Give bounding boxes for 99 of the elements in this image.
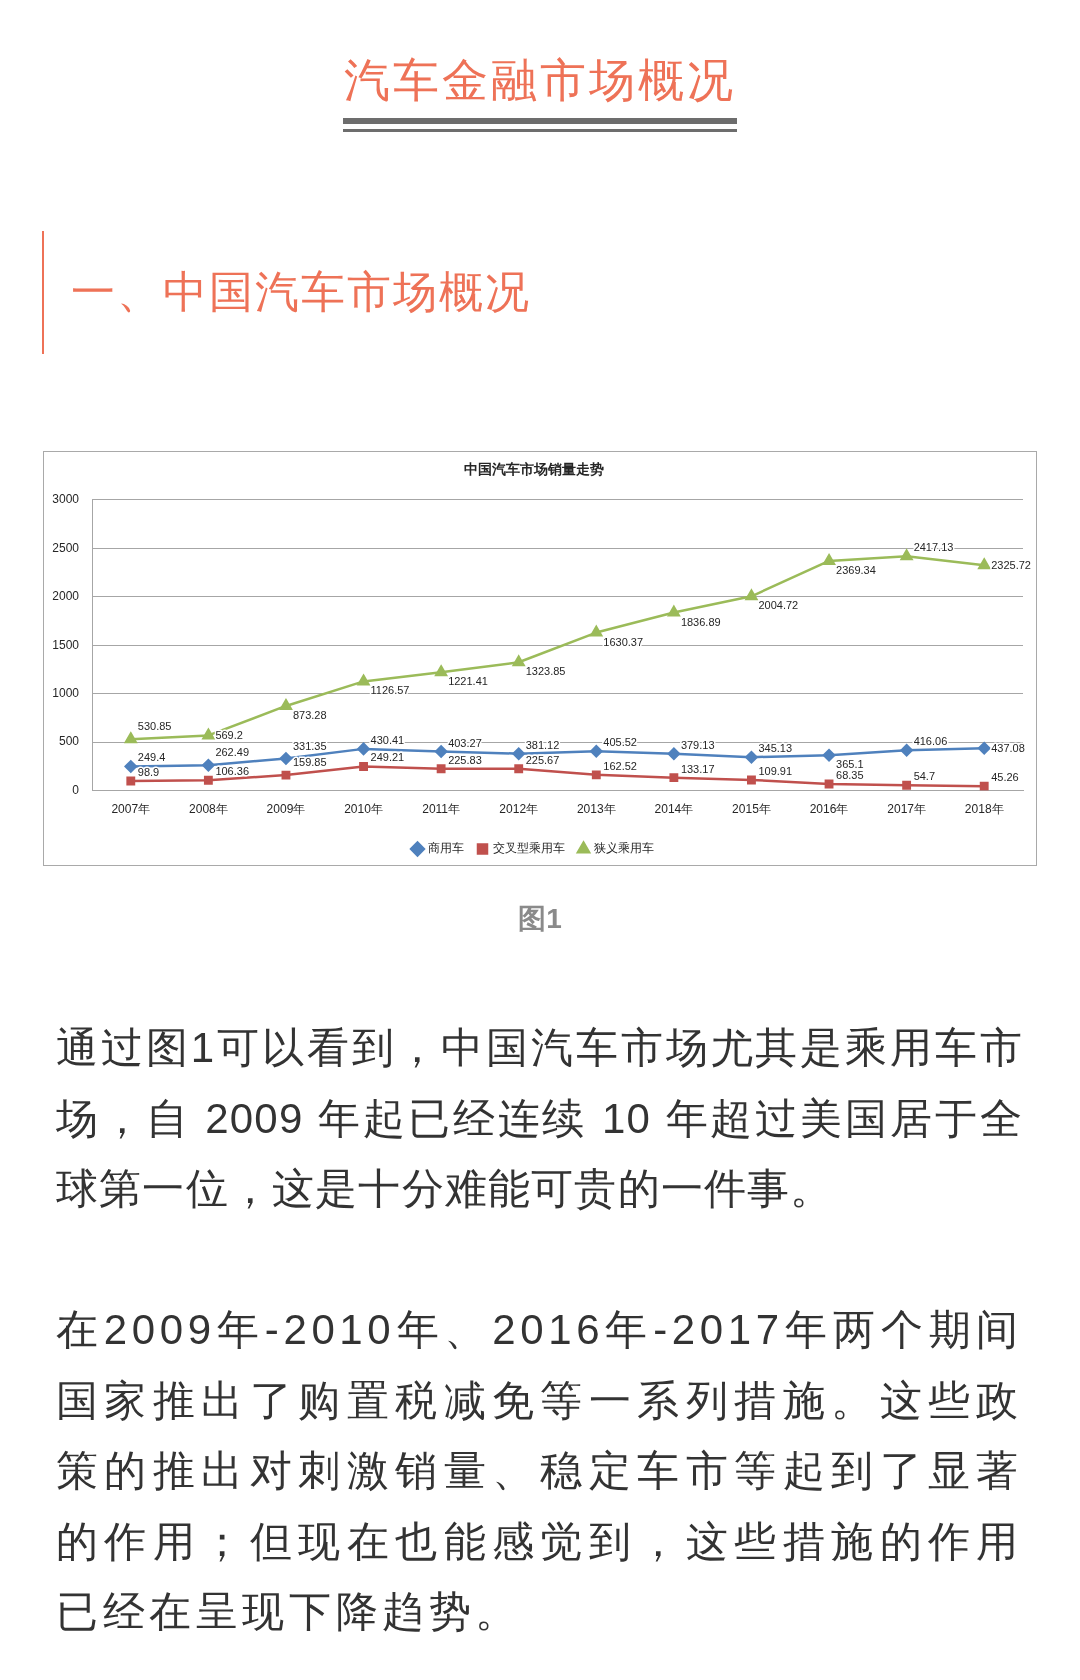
point bbox=[900, 549, 913, 561]
data-label: 331.35 bbox=[292, 739, 327, 752]
point bbox=[667, 605, 680, 617]
data-label: 437.08 bbox=[991, 742, 1025, 755]
legend-label: 商用车 bbox=[428, 841, 464, 856]
x-tick-label: 2011年 bbox=[422, 802, 461, 817]
data-label: 225.67 bbox=[525, 753, 560, 766]
point bbox=[512, 747, 525, 760]
point bbox=[126, 776, 136, 786]
data-label: 68.35 bbox=[836, 769, 864, 782]
x-tick-label: 2015年 bbox=[732, 802, 771, 817]
data-label: 405.52 bbox=[603, 736, 637, 749]
point bbox=[124, 732, 137, 744]
data-label: 1126.57 bbox=[370, 684, 410, 697]
data-label: 133.17 bbox=[680, 762, 715, 775]
data-label: 2004.72 bbox=[758, 599, 799, 612]
point bbox=[202, 728, 215, 740]
point bbox=[357, 674, 370, 686]
y-tick-label: 2000 bbox=[52, 589, 80, 604]
x-tick-label: 2014年 bbox=[654, 802, 694, 817]
data-label: 1630.37 bbox=[603, 635, 644, 648]
point bbox=[357, 742, 370, 756]
chart-title: 中国汽车市场销量走势 bbox=[463, 461, 604, 478]
x-tick-label: 2016年 bbox=[809, 802, 849, 817]
data-label: 1836.89 bbox=[680, 615, 721, 628]
data-label: 2369.34 bbox=[836, 563, 876, 576]
data-label: 416.06 bbox=[913, 735, 948, 748]
data-label: 54.7 bbox=[913, 770, 936, 783]
data-label: 379.13 bbox=[680, 738, 715, 751]
data-label: 430.41 bbox=[370, 733, 405, 746]
data-label: 569.2 bbox=[215, 729, 243, 742]
x-tick-label: 2008年 bbox=[189, 802, 228, 817]
point bbox=[590, 625, 603, 637]
point bbox=[745, 750, 758, 764]
y-tick-label: 3000 bbox=[52, 492, 80, 507]
y-tick-label: 500 bbox=[58, 734, 80, 749]
point bbox=[669, 773, 679, 783]
legend-label: 交叉型乘用车 bbox=[493, 841, 565, 856]
data-label: 159.85 bbox=[292, 756, 327, 769]
text: 在2009年-2010年、2016年-2017年两个期间国家推出了购置税减免等一系列措施。这些政策的推出对刺激销量、稳定车市等起到了显著的作用；但现在也能感觉到，这些措施的作用已经在呈现下降趋势。 bbox=[56, 1305, 1023, 1637]
point bbox=[667, 747, 681, 761]
text: 一、中国汽车市场概况 bbox=[71, 267, 532, 317]
point bbox=[978, 558, 991, 570]
data-label: 162.52 bbox=[603, 759, 637, 772]
point bbox=[902, 780, 912, 790]
data-label: 403.27 bbox=[448, 736, 482, 749]
data-label: 98.9 bbox=[137, 766, 160, 779]
point bbox=[203, 775, 213, 785]
data-label: 530.85 bbox=[137, 720, 172, 733]
data-label: 365.1 bbox=[836, 758, 864, 771]
y-tick-label: 1000 bbox=[52, 685, 80, 700]
data-label: 249.4 bbox=[137, 751, 166, 764]
x-tick-label: 2010年 bbox=[344, 802, 383, 817]
point bbox=[202, 758, 215, 772]
point bbox=[977, 741, 991, 755]
point bbox=[979, 781, 989, 791]
data-label: 345.13 bbox=[758, 742, 793, 755]
data-label: 106.36 bbox=[215, 765, 250, 778]
x-tick-label: 2018年 bbox=[964, 802, 1004, 817]
x-tick-label: 2007年 bbox=[111, 802, 151, 817]
y-tick-label: 2500 bbox=[52, 540, 80, 555]
point bbox=[512, 655, 525, 667]
text: 通过图1可以看到，中国汽车市场尤其是乘用车市场，自 2009 年起已经连续 10 年超过美国居于全球第一位，这是十分难能可贵的一件事。 bbox=[56, 1023, 1023, 1214]
point bbox=[822, 748, 836, 762]
data-label: 225.83 bbox=[448, 753, 482, 766]
text: 汽车金融市场概况 bbox=[343, 54, 737, 106]
point bbox=[823, 554, 836, 565]
x-tick-label: 2012年 bbox=[499, 802, 539, 817]
data-label: 45.26 bbox=[991, 771, 1019, 784]
point bbox=[436, 764, 446, 774]
y-tick-label: 0 bbox=[72, 782, 80, 797]
point bbox=[124, 760, 138, 773]
point bbox=[281, 770, 291, 780]
point bbox=[747, 775, 756, 785]
point bbox=[591, 770, 601, 780]
x-tick-label: 2013年 bbox=[576, 802, 616, 817]
point bbox=[590, 745, 603, 758]
point bbox=[900, 744, 913, 757]
x-tick-label: 2009年 bbox=[266, 802, 306, 817]
data-label: 2417.13 bbox=[913, 541, 954, 554]
data-label: 381.12 bbox=[525, 738, 560, 751]
data-label: 2325.72 bbox=[991, 559, 1031, 572]
y-tick-label: 1500 bbox=[52, 637, 80, 652]
data-label: 109.91 bbox=[758, 764, 793, 777]
data-label: 1221.41 bbox=[448, 675, 488, 688]
caption: 图1 bbox=[517, 902, 563, 936]
data-label: 1323.85 bbox=[525, 665, 566, 678]
data-label: 873.28 bbox=[292, 708, 327, 721]
data-label: 249.21 bbox=[370, 751, 405, 764]
point bbox=[745, 589, 758, 601]
point bbox=[279, 699, 292, 710]
point bbox=[359, 762, 368, 771]
point bbox=[434, 745, 448, 758]
point bbox=[514, 764, 524, 774]
legend-label: 狭义乘用车 bbox=[594, 841, 654, 856]
x-tick-label: 2017年 bbox=[887, 802, 926, 817]
data-label: 262.49 bbox=[215, 746, 250, 759]
point bbox=[435, 665, 448, 677]
point bbox=[279, 752, 293, 765]
